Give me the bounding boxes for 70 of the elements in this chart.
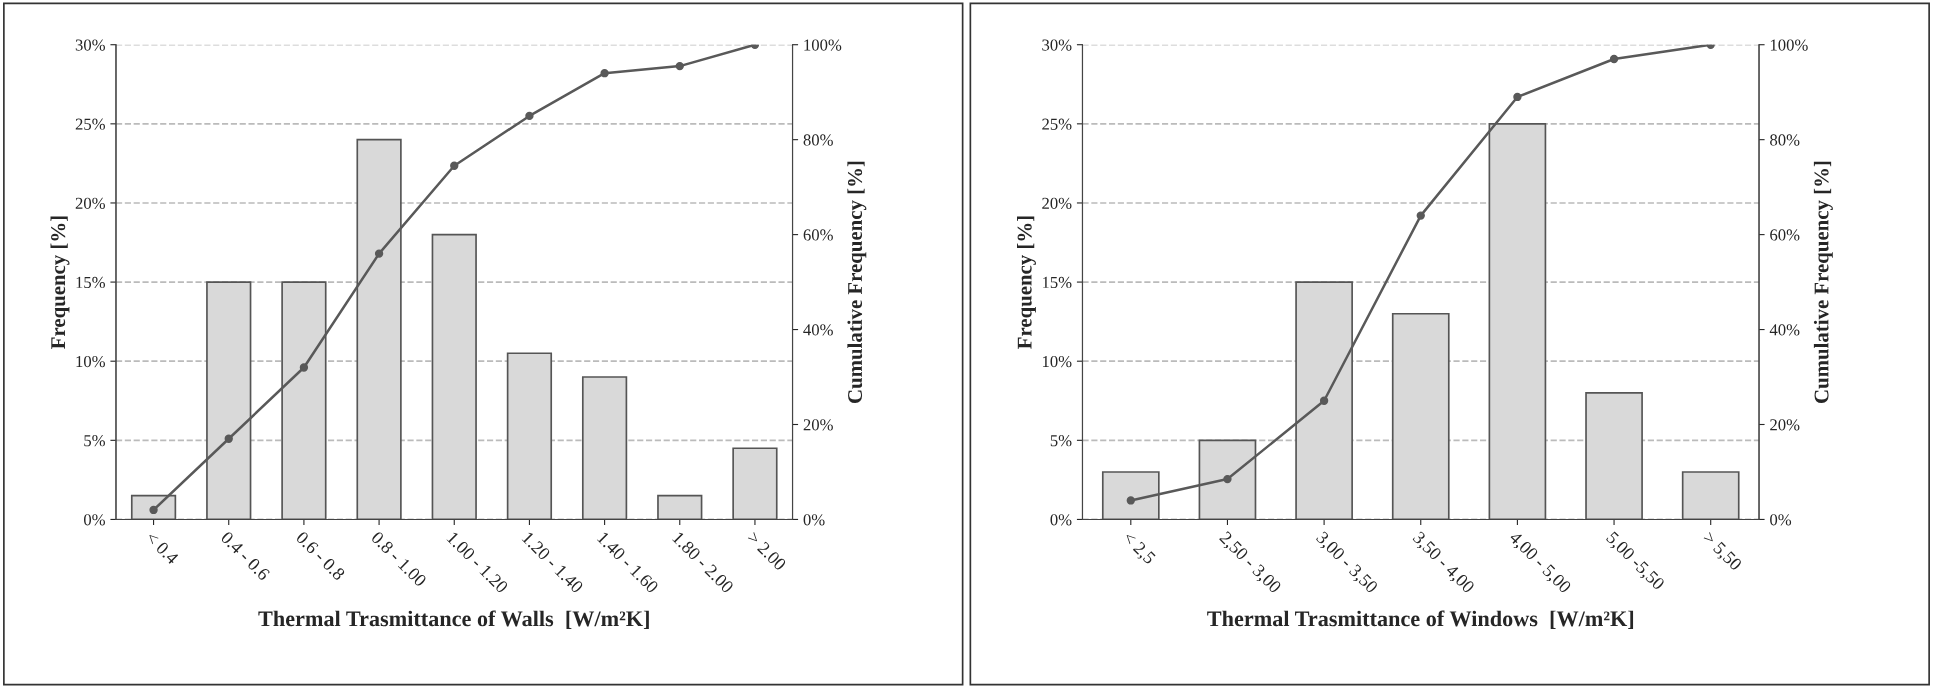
bar xyxy=(657,494,703,520)
x-tick-label: 3,50 - 4,00 xyxy=(1410,530,1476,596)
x-tick-label: > 2.00 xyxy=(746,530,787,572)
y-tick-label: 15% xyxy=(76,276,105,289)
point xyxy=(1319,396,1329,405)
bar xyxy=(1585,392,1643,520)
y-axis-title: Frequency [%] xyxy=(50,216,70,349)
y-tick-label: 0% xyxy=(83,514,105,526)
x-axis-title: Thermal Trasmittance of Windows [W/m²K] xyxy=(1207,610,1634,630)
point xyxy=(600,69,609,78)
x-tick-label: 1.40 - 1.60 xyxy=(596,531,660,594)
x-tick-label: < 2,5 xyxy=(1120,530,1157,567)
y2-tick-label: 100% xyxy=(1770,39,1808,51)
y-tick-label: 5% xyxy=(1050,435,1072,447)
y-tick-label: 5% xyxy=(84,435,105,447)
x-tick-label: < 0.4 xyxy=(145,530,180,566)
y-tick-label: 25% xyxy=(1042,118,1072,130)
x-tick-label: > 5,50 xyxy=(1700,530,1743,573)
point xyxy=(1416,211,1425,220)
x-tick-label: 1.00 - 1.20 xyxy=(446,531,509,594)
point xyxy=(1126,496,1135,505)
y-tick-label: 20% xyxy=(75,197,105,209)
x-tick-label: 0.6 - 0.8 xyxy=(295,530,346,581)
y2-tick-label: 100% xyxy=(804,39,842,51)
y2-tick-label: 40% xyxy=(803,324,833,336)
y-tick-label: 0% xyxy=(1050,514,1072,526)
point xyxy=(299,363,309,372)
y2-tick-label: 0% xyxy=(1770,514,1792,526)
bar xyxy=(581,376,628,520)
bar xyxy=(431,233,477,520)
y2-tick-label: 80% xyxy=(803,134,833,146)
point xyxy=(374,249,384,258)
x-tick-label: 0.8 - 1.00 xyxy=(370,530,428,588)
bar xyxy=(732,447,778,520)
point xyxy=(149,505,158,515)
point xyxy=(525,111,534,121)
x-tick-label: 3,00 - 3,50 xyxy=(1313,530,1379,596)
x-tick-label: 0.4 - 0.6 xyxy=(220,530,271,582)
y2-tick-label: 0% xyxy=(803,514,825,526)
y2-axis-title: Cumulative Frequency [%] xyxy=(1813,161,1833,403)
x-tick-label: 1.80 - 2.00 xyxy=(671,531,735,594)
y-tick-label: 30% xyxy=(1042,39,1072,51)
point xyxy=(224,434,233,443)
bar xyxy=(1391,312,1450,520)
y2-tick-label: 20% xyxy=(803,419,833,431)
x-axis-title: Thermal Trasmittance of Walls [W/m²K] xyxy=(258,610,649,630)
point xyxy=(675,61,684,71)
y-tick-label: 15% xyxy=(1042,276,1072,289)
y2-tick-label: 80% xyxy=(1770,134,1800,146)
y2-axis-title: Cumulative Frequency [%] xyxy=(847,161,867,403)
y-tick-label: 10% xyxy=(76,355,105,368)
x-tick-label: 2,50 - 3,00 xyxy=(1217,530,1282,596)
bar xyxy=(1681,471,1740,520)
point xyxy=(1223,474,1232,484)
point xyxy=(450,161,459,170)
bar xyxy=(506,352,553,520)
y2-tick-label: 60% xyxy=(803,229,833,241)
x-tick-label: 4,00 - 5,00 xyxy=(1506,530,1572,596)
y-tick-label: 10% xyxy=(1042,355,1072,368)
y-tick-label: 25% xyxy=(75,118,105,130)
y-axis-title: Frequency [%] xyxy=(1017,216,1036,349)
y2-tick-label: 60% xyxy=(1770,229,1800,241)
y2-tick-label: 20% xyxy=(1770,419,1800,431)
y-tick-label: 30% xyxy=(75,39,105,51)
point xyxy=(1513,92,1522,102)
point xyxy=(1609,54,1619,64)
x-tick-label: 1.20 - 1.40 xyxy=(521,531,584,594)
y2-tick-label: 40% xyxy=(1769,324,1800,336)
y-tick-label: 20% xyxy=(1042,197,1072,209)
x-tick-label: 5,00 -5,50 xyxy=(1603,530,1666,593)
